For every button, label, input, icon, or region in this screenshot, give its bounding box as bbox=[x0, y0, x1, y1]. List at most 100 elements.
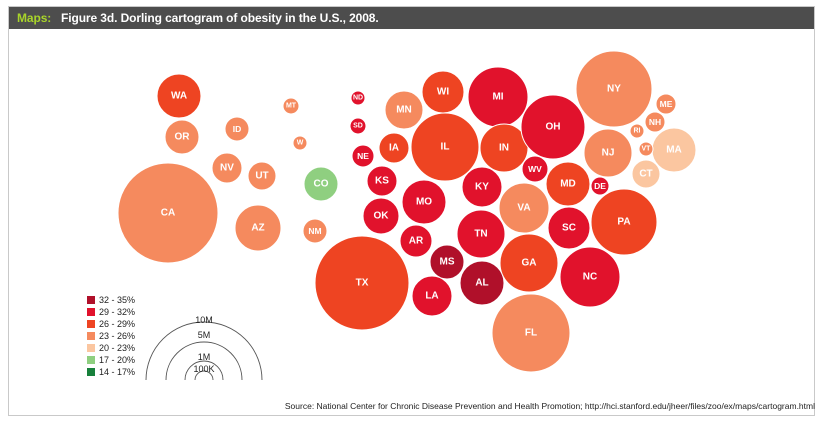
legend-item: 29 - 32% bbox=[87, 307, 135, 317]
state-circle bbox=[559, 246, 621, 308]
state-id: ID bbox=[224, 116, 250, 142]
state-label: KS bbox=[375, 176, 389, 187]
legend-label: 32 - 35% bbox=[99, 295, 135, 305]
legend-item: 32 - 35% bbox=[87, 295, 135, 305]
legend-swatch bbox=[87, 320, 95, 328]
state-label: NM bbox=[308, 226, 321, 236]
state-circle bbox=[638, 141, 654, 157]
state-ks: KS bbox=[366, 165, 398, 197]
state-label: NY bbox=[607, 84, 621, 95]
state-ne: NE bbox=[351, 144, 375, 168]
legend-swatch bbox=[87, 344, 95, 352]
state-in: IN bbox=[479, 123, 529, 173]
state-circle bbox=[378, 132, 410, 164]
legend-label: 23 - 26% bbox=[99, 331, 135, 341]
legend-item: 14 - 17% bbox=[87, 367, 135, 377]
state-circle bbox=[349, 117, 367, 135]
state-circle bbox=[461, 166, 503, 208]
state-label: MO bbox=[416, 197, 432, 208]
figure-title: Figure 3d. Dorling cartogram of obesity … bbox=[61, 11, 379, 25]
state-label: IN bbox=[499, 143, 509, 154]
state-label: IL bbox=[441, 142, 450, 153]
state-ky: KY bbox=[461, 166, 503, 208]
state-circle bbox=[384, 90, 424, 130]
state-nh: NH bbox=[644, 111, 666, 133]
state-label: WI bbox=[437, 87, 449, 98]
legend-label: 20 - 23% bbox=[99, 343, 135, 353]
figure-title-bar: Maps: Figure 3d. Dorling cartogram of ob… bbox=[9, 7, 814, 29]
state-label: WV bbox=[528, 164, 542, 174]
state-ny: NY bbox=[575, 50, 653, 128]
state-ca: CA bbox=[117, 162, 219, 264]
state-label: AZ bbox=[251, 223, 264, 234]
scale-label: 10M bbox=[195, 315, 213, 325]
state-nc: NC bbox=[559, 246, 621, 308]
legend-swatch bbox=[87, 356, 95, 364]
state-il: IL bbox=[410, 112, 480, 182]
state-ok: OK bbox=[362, 197, 400, 235]
state-circle bbox=[164, 119, 200, 155]
state-circle bbox=[234, 204, 282, 252]
state-de: DE bbox=[590, 176, 610, 196]
state-label: MA bbox=[666, 145, 682, 156]
state-circle bbox=[401, 179, 447, 225]
state-wv: WV bbox=[521, 155, 549, 183]
state-circle bbox=[302, 218, 328, 244]
state-label: OR bbox=[175, 132, 191, 143]
state-ri: RI bbox=[629, 123, 645, 139]
state-label: SC bbox=[562, 223, 576, 234]
state-mo: MO bbox=[401, 179, 447, 225]
legend-swatch bbox=[87, 308, 95, 316]
state-la: LA bbox=[411, 275, 453, 317]
state-circle bbox=[459, 260, 505, 306]
state-nj: NJ bbox=[583, 128, 633, 178]
state-nv: NV bbox=[211, 152, 243, 184]
state-circle bbox=[631, 159, 661, 189]
scale-ring bbox=[194, 370, 214, 380]
state-mt: MT bbox=[282, 97, 300, 115]
population-scale: 10M 5M 1M 100K bbox=[145, 315, 263, 380]
state-tx: TX bbox=[314, 235, 410, 331]
state-ut: UT bbox=[247, 161, 277, 191]
state-label: ID bbox=[233, 124, 242, 134]
state-label: CO bbox=[314, 179, 329, 190]
state-circle bbox=[491, 293, 571, 373]
state-circle bbox=[498, 182, 550, 234]
state-sc: SC bbox=[547, 206, 591, 250]
state-label: GA bbox=[522, 258, 537, 269]
state-circle bbox=[521, 155, 549, 183]
state-label: UT bbox=[255, 171, 268, 182]
state-label: RI bbox=[634, 128, 641, 135]
state-ma: MA bbox=[651, 127, 697, 173]
state-label: AR bbox=[409, 236, 424, 247]
state-sd: SD bbox=[349, 117, 367, 135]
state-label: MI bbox=[492, 92, 503, 103]
scale-label: 5M bbox=[198, 330, 211, 340]
state-label: OH bbox=[546, 122, 561, 133]
state-mn: MN bbox=[384, 90, 424, 130]
state-label: NC bbox=[583, 272, 597, 283]
state-al: AL bbox=[459, 260, 505, 306]
legend-label: 17 - 20% bbox=[99, 355, 135, 365]
scale-ring bbox=[184, 360, 224, 380]
state-ga: GA bbox=[499, 233, 559, 293]
state-circle bbox=[411, 275, 453, 317]
state-label: TN bbox=[474, 229, 487, 240]
scale-label: 1M bbox=[198, 352, 211, 362]
legend-swatch bbox=[87, 368, 95, 376]
state-circle bbox=[247, 161, 277, 191]
scale-label: 100K bbox=[193, 364, 214, 374]
state-ia: IA bbox=[378, 132, 410, 164]
state-circle bbox=[350, 90, 366, 106]
state-label: SD bbox=[353, 123, 363, 130]
legend-label: 29 - 32% bbox=[99, 307, 135, 317]
state-nm: NM bbox=[302, 218, 328, 244]
state-circle bbox=[545, 161, 591, 207]
state-label: DE bbox=[594, 181, 606, 191]
state-circle bbox=[351, 144, 375, 168]
state-label: MT bbox=[286, 103, 297, 110]
state-label: CT bbox=[639, 169, 652, 180]
state-circle bbox=[583, 128, 633, 178]
state-circle bbox=[644, 111, 666, 133]
